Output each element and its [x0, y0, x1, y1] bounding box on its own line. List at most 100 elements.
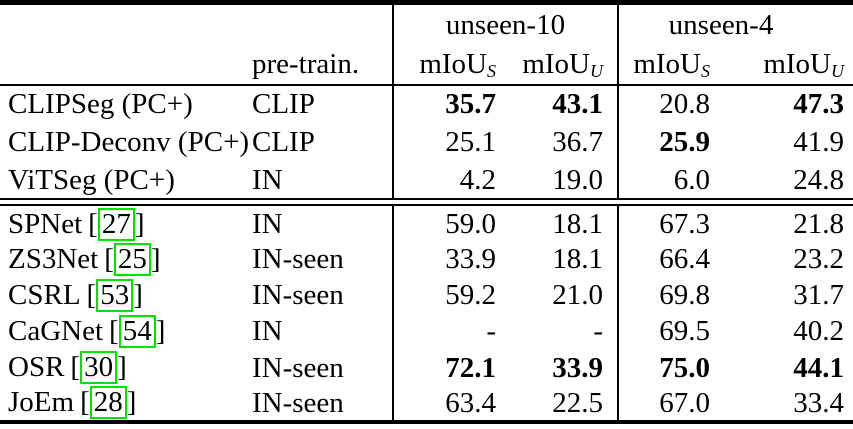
value-cell: 25.9 [617, 123, 716, 162]
value-cell: 59.0 [392, 205, 502, 242]
citation-link[interactable]: 30 [80, 351, 118, 385]
section-divider-line [0, 198, 853, 207]
citation-bracket-open: [ [109, 315, 119, 348]
method-cell: OSR[30] [0, 350, 245, 386]
col-header-miou-s-unseen10: mIoUS [392, 44, 502, 86]
value-cell: 47.3 [793, 88, 844, 121]
value-cell: 36.7 [552, 125, 603, 158]
value-cell: 69.5 [617, 313, 716, 350]
citation-bracket-close: ] [150, 243, 161, 276]
pretrain-cell: IN-seen [252, 351, 344, 384]
pretrain-cell: IN-seen [252, 279, 344, 312]
metric-subscript: S [701, 61, 710, 82]
metric-subscript: U [590, 61, 603, 82]
table-row-cagnet: CaGNet[54] IN - - 69.5 40.2 [0, 313, 853, 350]
method-cell: ViTSeg (PC+) [8, 163, 175, 196]
citation-link[interactable]: 53 [96, 279, 134, 313]
citation-link[interactable]: 28 [89, 386, 127, 420]
value-cell: 20.8 [617, 84, 716, 124]
citation-bracket-close: ] [126, 386, 137, 419]
citation-bracket-close: ] [134, 207, 145, 240]
table-row-joem: JoEm[28] IN-seen 63.4 22.5 67.0 33.4 [0, 385, 853, 422]
value-cell: 43.1 [552, 88, 603, 121]
table-row-spnet: SPNet[27] IN 59.0 18.1 67.3 21.8 [0, 205, 853, 242]
citation: [30] [70, 351, 127, 385]
method-name: ZS3Net [8, 243, 99, 276]
pretrain-cell: IN-seen [252, 386, 344, 419]
method-cell: ZS3Net[25] [0, 242, 245, 278]
value-cell: 66.4 [617, 241, 716, 278]
citation-bracket-close: ] [155, 315, 166, 348]
pretrain-cell: CLIP [252, 125, 315, 158]
table-row-clip-deconv: CLIP-Deconv (PC+) CLIP 25.1 36.7 25.9 41… [0, 123, 853, 162]
method-name: JoEm [8, 386, 75, 419]
method-name: CaGNet [8, 315, 104, 348]
citation-bracket-open: [ [104, 243, 114, 276]
empty-cell [0, 44, 245, 86]
value-cell: 69.8 [617, 277, 716, 314]
value-cell: 72.1 [392, 349, 502, 386]
value-cell: 59.2 [392, 277, 502, 314]
citation-bracket-open: [ [88, 207, 98, 240]
value-cell: 21.0 [552, 279, 603, 312]
empty-cell [0, 3, 393, 45]
metric-subscript: U [831, 61, 844, 82]
method-name: SPNet [8, 207, 83, 240]
value-cell: 67.3 [617, 205, 716, 242]
pretrain-cell: IN-seen [252, 243, 344, 276]
citation: [53] [86, 279, 143, 313]
value-cell: - [392, 313, 502, 350]
col-header-miou-u-unseen4: mIoUU [716, 44, 853, 86]
table-row-clipseg: CLIPSeg (PC+) CLIP 35.7 43.1 20.8 47.3 [0, 84, 853, 124]
col-header-pretrain: pre-train. [245, 44, 393, 86]
method-cell: JoEm[28] [0, 386, 245, 422]
header-row-groups: unseen-10 unseen-4 [0, 2, 853, 45]
value-cell: 22.5 [552, 386, 603, 419]
value-cell: 33.9 [552, 351, 603, 384]
method-name: CSRL [8, 279, 81, 312]
value-cell: - [593, 315, 603, 348]
citation-bracket-open: [ [86, 279, 97, 312]
citation: [27] [88, 207, 145, 241]
value-cell: 35.7 [392, 84, 502, 124]
value-cell: 6.0 [617, 161, 716, 200]
value-cell: 33.4 [793, 386, 844, 419]
value-cell: 25.1 [392, 123, 502, 162]
value-cell: 18.1 [552, 243, 603, 276]
value-cell: 4.2 [392, 161, 502, 200]
value-cell: 33.9 [392, 241, 502, 278]
col-header-miou-s-unseen4: mIoUS [617, 44, 716, 86]
method-cell: SPNet[27] [0, 205, 245, 241]
pretrain-cell: IN [252, 163, 283, 196]
metric-subscript: S [487, 61, 496, 82]
table-row-zs3net: ZS3Net[25] IN-seen 33.9 18.1 66.4 23.2 [0, 241, 853, 278]
pretrain-cell: IN [252, 315, 283, 348]
pretrain-cell: IN [252, 207, 283, 240]
col-group-unseen-10: unseen-10 [392, 2, 618, 45]
value-cell: 40.2 [793, 315, 844, 348]
value-cell: 75.0 [617, 349, 716, 386]
value-cell: 31.7 [793, 279, 844, 312]
value-cell: 63.4 [392, 385, 502, 422]
citation-bracket-open: [ [70, 351, 81, 384]
value-cell: 67.0 [617, 385, 716, 422]
citation: [28] [80, 386, 137, 420]
citation-bracket-close: ] [117, 351, 127, 384]
citation-link[interactable]: 25 [113, 243, 151, 277]
value-cell: 44.1 [793, 351, 844, 384]
method-cell: CLIPSeg (PC+) [8, 88, 193, 121]
col-group-unseen-4: unseen-4 [617, 2, 853, 45]
citation-bracket-open: [ [80, 386, 90, 419]
table-row-osr: OSR[30] IN-seen 72.1 33.9 75.0 44.1 [0, 349, 853, 386]
method-cell: CLIP-Deconv (PC+) [8, 125, 250, 158]
method-cell: CaGNet[54] [0, 314, 245, 350]
value-cell: 18.1 [552, 207, 603, 240]
header-row-columns: pre-train. mIoUS mIoUU mIoUS mIoUU [0, 44, 853, 86]
pretrain-cell: CLIP [252, 88, 315, 121]
citation-link[interactable]: 27 [97, 207, 135, 241]
value-cell: 41.9 [793, 125, 844, 158]
metric-label: mIoU [763, 48, 831, 81]
citation-link[interactable]: 54 [118, 315, 156, 349]
